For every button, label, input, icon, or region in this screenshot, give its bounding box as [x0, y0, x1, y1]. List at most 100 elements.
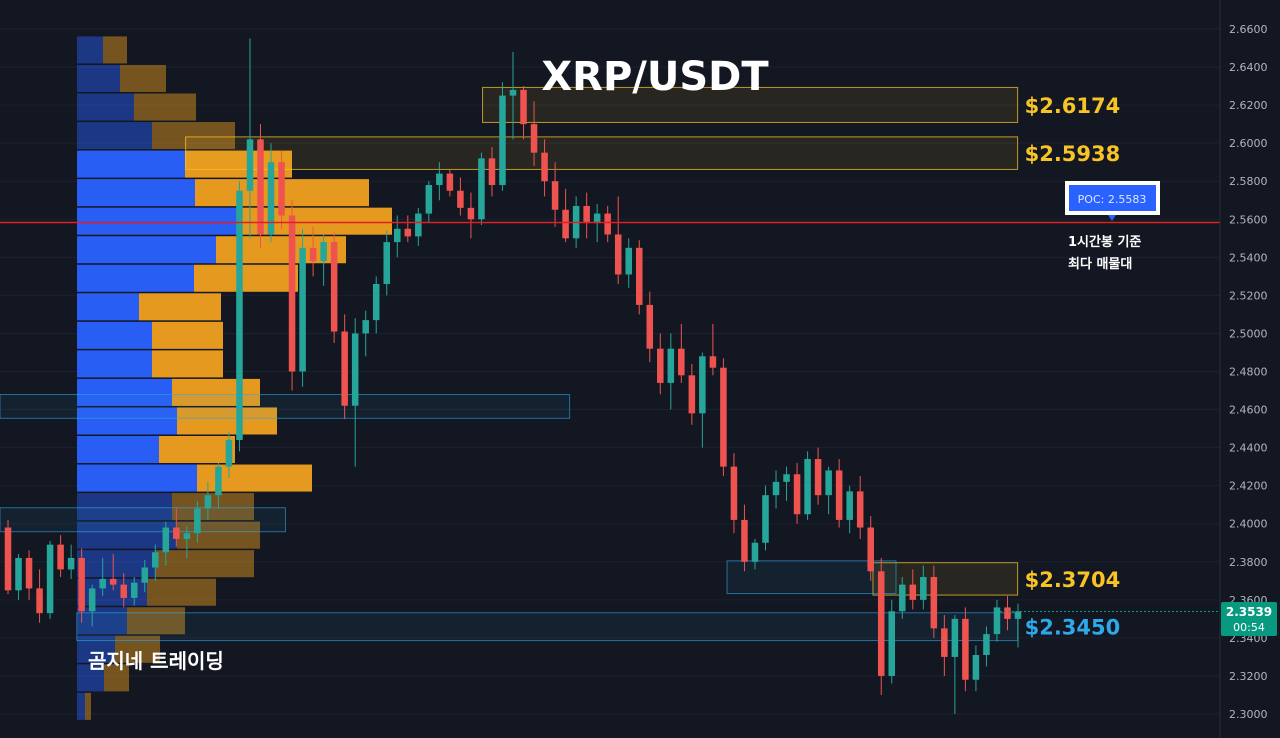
candle-body — [330, 242, 338, 332]
candle-body — [772, 481, 780, 496]
price-tick-label: 2.6200 — [1229, 99, 1268, 112]
resistance-zone — [185, 136, 1019, 170]
vp-sell-bar — [104, 664, 129, 692]
vp-sell-bar — [159, 435, 235, 464]
candle-body — [688, 375, 696, 414]
candle-body — [4, 527, 12, 591]
vp-sell-bar — [172, 493, 254, 521]
candle-body — [825, 470, 832, 496]
vp-buy-bar — [77, 122, 152, 150]
poc-note-line1: 1시간봉 기준 — [1068, 234, 1141, 250]
vp-buy-bar — [77, 293, 139, 321]
vp-buy-bar — [77, 521, 177, 549]
current-price-tag: 2.3539 00:54 — [1221, 602, 1277, 636]
candle-body — [204, 495, 212, 509]
chart-title: XRP/USDT — [541, 54, 769, 100]
candle-body — [383, 242, 391, 284]
candle-body — [288, 215, 296, 372]
candle-body — [46, 544, 54, 614]
candle-body — [278, 162, 285, 216]
candle-body — [130, 582, 138, 598]
price-axis[interactable]: 2.30002.32002.34002.36002.38002.40002.42… — [1219, 0, 1268, 738]
candle-body — [162, 527, 170, 553]
candle-body — [341, 331, 348, 406]
candle-body — [614, 234, 622, 275]
candle-body — [730, 466, 738, 520]
poc-line-group — [0, 221, 1220, 612]
price-tick-label: 2.3200 — [1229, 670, 1268, 683]
candle-body — [983, 634, 990, 656]
candle-body — [604, 213, 611, 235]
candle-body — [720, 367, 727, 467]
candle-body — [320, 242, 327, 262]
candle-body — [457, 190, 464, 208]
candle-body — [646, 304, 654, 349]
candle-body — [804, 459, 811, 515]
candle-body — [141, 567, 149, 583]
candle-body — [215, 466, 222, 496]
vp-buy-bar — [77, 493, 172, 521]
vp-sell-bar — [120, 64, 166, 92]
candle-body — [530, 124, 538, 153]
candle-body — [467, 207, 475, 220]
price-tick-label: 2.4000 — [1229, 518, 1268, 531]
candle-body — [25, 557, 33, 589]
candle-body — [993, 607, 1001, 635]
candle-body — [299, 247, 306, 372]
support-zone — [0, 507, 286, 533]
price-tick-label: 2.6600 — [1229, 23, 1268, 36]
watermark-text: 곰지네 트레이딩 — [88, 649, 224, 673]
candle-body — [856, 491, 864, 528]
vp-buy-bar — [77, 264, 194, 292]
candle-body — [236, 190, 243, 440]
vp-buy-bar — [77, 607, 127, 635]
candle-body — [930, 577, 938, 629]
vp-sell-bar — [152, 321, 223, 349]
candle-body — [67, 557, 75, 570]
price-tick-label: 2.5200 — [1229, 289, 1268, 302]
candle-body — [267, 162, 275, 235]
countdown-label: 00:54 — [1233, 621, 1265, 634]
candle-body — [1014, 611, 1022, 619]
candle-body — [173, 527, 180, 539]
candle-body — [709, 356, 717, 368]
candle-body — [762, 495, 769, 543]
vp-buy-bar — [77, 435, 159, 464]
candles — [4, 38, 1022, 714]
candle-body — [99, 578, 106, 589]
vp-buy-bar — [77, 150, 185, 178]
vp-buy-bar — [77, 464, 197, 492]
candle-body — [562, 209, 569, 239]
candle-body — [152, 552, 159, 568]
candle-body — [372, 283, 380, 321]
support-zone — [76, 612, 1019, 642]
candle-body — [899, 584, 906, 612]
price-tick-label: 2.5400 — [1229, 251, 1268, 264]
support-zone — [0, 394, 571, 419]
vp-sell-bar — [177, 521, 260, 549]
price-tick-label: 2.5800 — [1229, 175, 1268, 188]
price-tick-label: 2.5000 — [1229, 327, 1268, 340]
vp-buy-bar — [77, 179, 195, 207]
candle-body — [478, 158, 485, 220]
candle-body — [425, 185, 433, 214]
candle-body — [783, 474, 790, 482]
candle-body — [635, 247, 643, 305]
candle-body — [509, 89, 517, 96]
zone-price-label: $2.3450 — [1025, 616, 1121, 640]
zone-price-label: $2.5938 — [1025, 142, 1121, 166]
candle-body — [257, 139, 264, 235]
candle-body — [625, 247, 632, 275]
price-tick-label: 2.4600 — [1229, 404, 1268, 417]
price-tick-label: 2.4200 — [1229, 480, 1268, 493]
candle-body — [699, 356, 706, 414]
candle-body — [225, 440, 233, 467]
annotations: $2.6174 $2.5938 $2.3704 $2.3450 — [1025, 94, 1121, 640]
vp-sell-bar — [240, 207, 392, 235]
vp-buy-bar — [77, 321, 152, 349]
candle-body — [404, 228, 412, 237]
poc-note-line2: 최다 매물대 — [1068, 256, 1132, 272]
vp-sell-bar — [155, 550, 254, 578]
